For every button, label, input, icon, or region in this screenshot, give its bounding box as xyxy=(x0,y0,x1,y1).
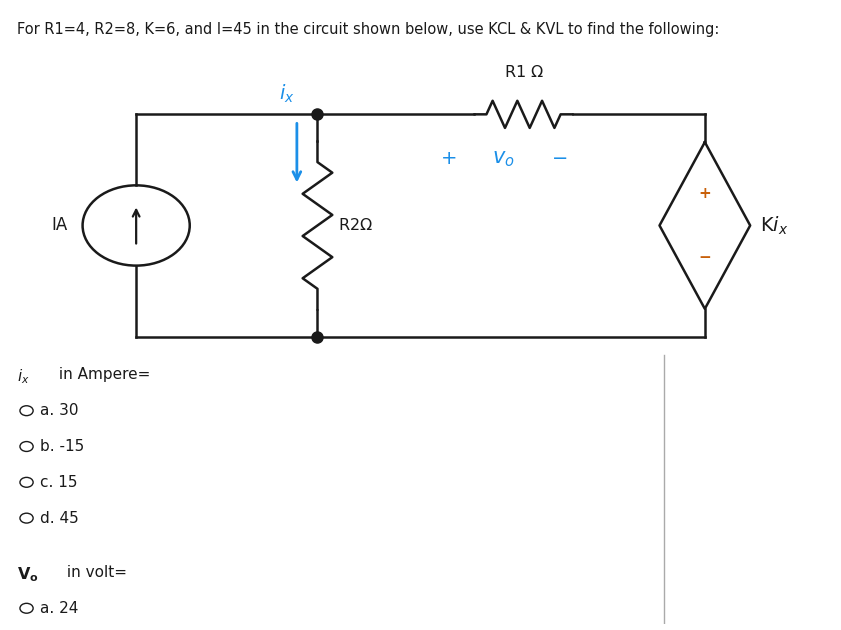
Text: −: − xyxy=(553,149,569,168)
Text: $\mathrm{K}i_x$: $\mathrm{K}i_x$ xyxy=(760,214,789,237)
Text: a. 30: a. 30 xyxy=(40,403,78,418)
Text: c. 15: c. 15 xyxy=(40,475,77,490)
Text: IA: IA xyxy=(51,217,68,234)
Text: $\mathbf{V_o}$: $\mathbf{V_o}$ xyxy=(17,565,39,584)
Text: R1 $\Omega$: R1 $\Omega$ xyxy=(504,64,543,81)
Text: R2$\Omega$: R2$\Omega$ xyxy=(338,217,373,234)
Text: +: + xyxy=(441,149,458,168)
Text: For R1=4, R2=8, K=6, and I=45 in the circuit shown below, use KCL & KVL to find : For R1=4, R2=8, K=6, and I=45 in the cir… xyxy=(17,21,719,37)
Text: d. 45: d. 45 xyxy=(40,511,78,525)
Text: a. 24: a. 24 xyxy=(40,601,78,616)
Text: b. -15: b. -15 xyxy=(40,439,84,454)
Text: −: − xyxy=(699,249,711,265)
Text: $i_x$: $i_x$ xyxy=(17,367,29,386)
Text: $v_o$: $v_o$ xyxy=(492,149,514,169)
Text: in volt=: in volt= xyxy=(62,565,127,580)
Text: in Ampere=: in Ampere= xyxy=(54,367,150,382)
Text: +: + xyxy=(699,186,711,202)
Text: $i_x$: $i_x$ xyxy=(279,83,295,105)
